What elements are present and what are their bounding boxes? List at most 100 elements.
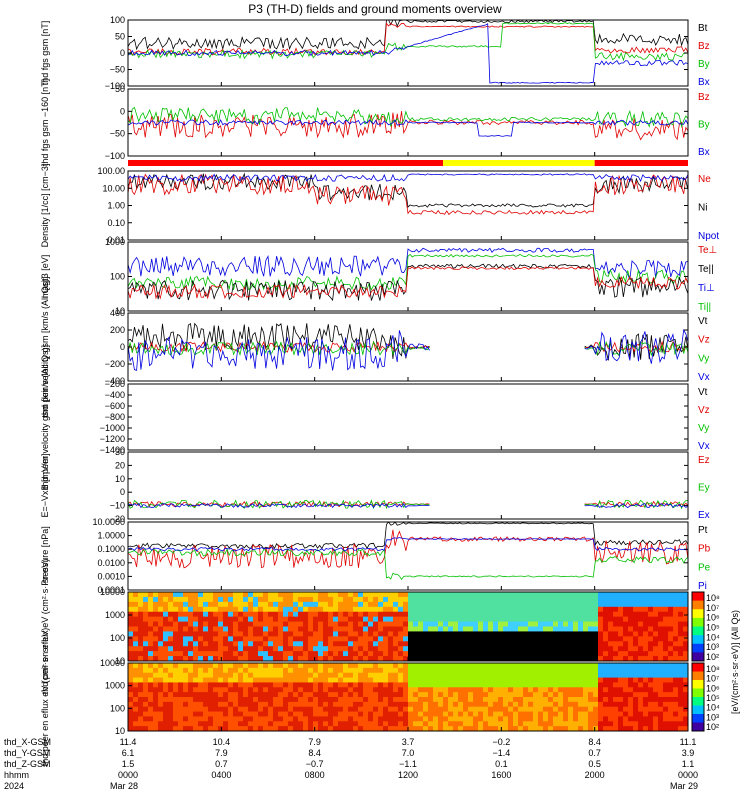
peir-spectrogram-cell — [288, 631, 294, 637]
legend-Te||: Te|| — [698, 264, 714, 275]
peir-spectrogram-cell — [203, 621, 209, 627]
peir-spectrogram-cell — [458, 651, 464, 657]
peer-spectrogram-cell — [258, 711, 264, 717]
peer-spectrogram-cell — [413, 701, 419, 708]
series-pe — [127, 548, 689, 581]
peer-spectrogram-cell — [273, 667, 279, 674]
peir-spectrogram-cell — [153, 656, 159, 662]
peir-spectrogram-cell — [453, 611, 459, 618]
peer-spectrogram-cell — [298, 711, 304, 717]
peir-spectrogram-cell — [653, 596, 659, 603]
peer-spectrogram-cell — [213, 672, 219, 679]
peer-spectrogram-cell — [483, 697, 489, 703]
peer-spectrogram-cell — [128, 682, 134, 688]
peir-spectrogram-cell — [128, 631, 134, 637]
peer-spectrogram-cell — [563, 667, 569, 674]
peer-spectrogram-cell — [648, 667, 654, 674]
peer-spectrogram-cell — [393, 677, 399, 683]
peer-spectrogram-cell — [553, 711, 559, 717]
peir-spectrogram-cell — [403, 621, 409, 627]
peir-spectrogram-cell — [603, 646, 609, 652]
peir-spectrogram-cell — [138, 592, 144, 598]
peer-spectrogram-cell — [178, 726, 184, 732]
peir-spectrogram-cell — [283, 651, 289, 657]
peer-spectrogram-cell — [258, 677, 264, 683]
peir-spectrogram-cell — [673, 606, 679, 613]
peir-spectrogram-cell — [613, 621, 619, 627]
peir-spectrogram-cell — [398, 596, 404, 603]
peer-spectrogram-cell — [513, 706, 519, 713]
peir-spectrogram-cell — [318, 641, 324, 647]
peer-spectrogram-cell — [293, 692, 299, 698]
peer-spectrogram-cell — [603, 726, 609, 732]
peer-spectrogram-cell — [153, 672, 159, 679]
peir-spectrogram-cell — [603, 596, 609, 603]
peer-spectrogram-cell — [273, 697, 279, 703]
peer-spectrogram-cell — [443, 687, 449, 693]
ylabel-pressure: Pressure [nPa] — [40, 526, 50, 586]
peer-spectrogram-cell — [333, 726, 339, 732]
peir-spectrogram-cell — [208, 616, 214, 623]
peer-spectrogram-cell — [258, 697, 264, 703]
peer-spectrogram-cell — [138, 701, 144, 708]
peer-spectrogram-cell — [228, 663, 234, 669]
peir-spectrogram-cell — [178, 616, 184, 623]
series-ey — [127, 499, 689, 510]
peir-spectrogram-cell — [218, 592, 224, 598]
peir-spectrogram-cell — [313, 616, 319, 623]
peer-spectrogram-cell — [208, 721, 214, 727]
peer-spectrogram-cell — [548, 692, 554, 698]
peir-spectrogram-cell — [458, 626, 464, 632]
peir-spectrogram-cell — [248, 601, 254, 608]
peer-spectrogram-cell — [343, 716, 349, 722]
peir-spectrogram-cell — [223, 616, 229, 623]
peir-spectrogram-cell — [128, 656, 134, 662]
peir-spectrogram-cell — [243, 592, 249, 598]
peir-spectrogram-cell — [588, 656, 594, 662]
peer-spectrogram-cell — [223, 721, 229, 727]
peir-spectrogram-cell — [148, 596, 154, 603]
peir-spectrogram-cell — [238, 631, 244, 637]
peir-spectrogram-cell — [298, 636, 304, 642]
peir-spectrogram-cell — [273, 631, 279, 637]
peer-spectrogram-cell — [603, 701, 609, 708]
peir-spectrogram-cell — [268, 616, 274, 623]
peer-spectrogram-cell — [658, 721, 664, 727]
peer-spectrogram-cell — [158, 701, 164, 708]
peer-spectrogram-cell — [438, 672, 444, 679]
peer-spectrogram-cell — [258, 716, 264, 722]
peer-spectrogram-cell — [293, 682, 299, 688]
peer-spectrogram-cell — [313, 716, 319, 722]
peir-spectrogram-cell — [683, 606, 689, 613]
peir-spectrogram-cell — [628, 596, 634, 603]
peer-spectrogram-cell — [283, 706, 289, 713]
peir-spectrogram-cell — [573, 631, 579, 637]
peer-spectrogram-cell — [488, 692, 494, 698]
peer-spectrogram-cell — [528, 721, 534, 727]
peer-spectrogram-cell — [663, 667, 669, 674]
peir-spectrogram-cell — [318, 646, 324, 652]
peir-spectrogram-cell — [198, 611, 204, 618]
peir-spectrogram-cell — [538, 636, 544, 642]
peer-spectrogram-cell — [488, 716, 494, 722]
peer-spectrogram-cell — [148, 663, 154, 669]
peer-spectrogram-cell — [528, 687, 534, 693]
peer-spectrogram-cell — [663, 672, 669, 679]
peir-spectrogram-cell — [193, 611, 199, 618]
peer-spectrogram-cell — [398, 711, 404, 717]
peer-spectrogram-cell — [298, 682, 304, 688]
peir-spectrogram-cell — [228, 651, 234, 657]
peer-spectrogram-cell — [533, 677, 539, 683]
peir-spectrogram-cell — [583, 631, 589, 637]
peer-spectrogram-cell — [588, 711, 594, 717]
peer-spectrogram-cell — [568, 692, 574, 698]
peer-spectrogram-cell — [568, 687, 574, 693]
peir-spectrogram-cell — [243, 641, 249, 647]
peer-spectrogram-cell — [193, 716, 199, 722]
peer-spectrogram-cell — [353, 711, 359, 717]
peer-spectrogram-cell — [148, 711, 154, 717]
ylabel-peer-spec: thd peer en eflux eV (cm²·s· sr·eV) — [40, 628, 50, 767]
peir-spectrogram-cell — [308, 621, 314, 627]
peer-spectrogram-cell — [138, 687, 144, 693]
peir-spectrogram-cell — [523, 636, 529, 642]
